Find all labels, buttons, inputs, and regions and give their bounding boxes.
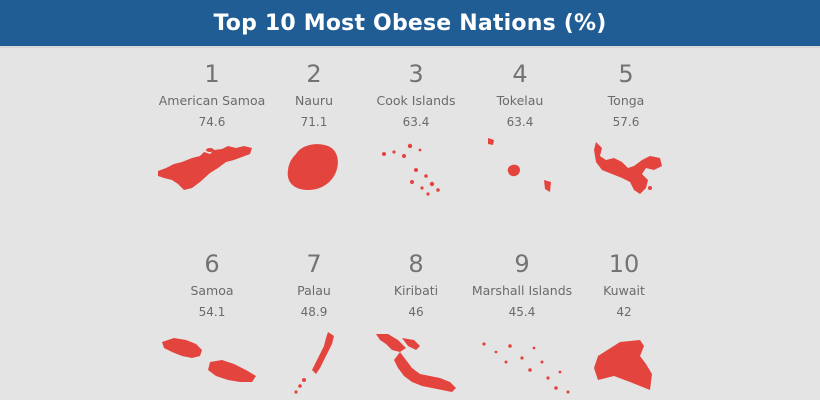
country-entry-2: 2 Nauru 71.1 — [254, 60, 374, 130]
header-divider — [0, 46, 820, 48]
country-entry-1: 1 American Samoa 74.6 — [152, 60, 272, 130]
header-banner: Top 10 Most Obese Nations (%) — [0, 0, 820, 46]
rank-number: 4 — [512, 60, 528, 88]
obesity-value: 48.9 — [300, 305, 328, 319]
country-entry-4: 4 Tokelau 63.4 — [460, 60, 580, 130]
rank-number: 10 — [608, 250, 640, 278]
country-name: Palau — [297, 283, 331, 298]
obesity-value: 63.4 — [506, 115, 534, 129]
samoa-map-icon — [162, 338, 256, 382]
american-samoa-map-icon — [158, 146, 252, 190]
country-name: Nauru — [295, 93, 333, 108]
rank-number: 9 — [514, 250, 530, 278]
tokelau-map-icon — [488, 138, 551, 192]
country-entry-10: 10 Kuwait 42 — [564, 250, 684, 320]
country-entry-7: 7 Palau 48.9 — [254, 250, 374, 320]
nauru-map-icon — [287, 144, 338, 190]
country-name: Tonga — [607, 93, 645, 108]
country-name: Cook Islands — [376, 93, 456, 108]
rank-number: 7 — [306, 250, 322, 278]
country-name: Tokelau — [496, 93, 544, 108]
obesity-value: 46 — [408, 305, 424, 319]
country-name: Samoa — [190, 283, 234, 298]
country-name: Kiribati — [393, 283, 439, 298]
kiribati-map-icon — [376, 334, 456, 392]
tonga-map-icon — [594, 142, 662, 194]
obesity-value: 74.6 — [198, 115, 226, 129]
palau-map-icon — [294, 332, 334, 394]
country-name: Kuwait — [603, 283, 645, 298]
rank-number: 3 — [408, 60, 424, 88]
obesity-value: 71.1 — [300, 115, 328, 129]
obesity-value: 54.1 — [198, 305, 226, 319]
kuwait-map-icon — [594, 340, 652, 390]
country-entry-3: 3 Cook Islands 63.4 — [356, 60, 476, 130]
cook-islands-map-icon — [382, 143, 440, 196]
country-entry-5: 5 Tonga 57.6 — [566, 60, 686, 130]
rank-number: 5 — [618, 60, 634, 88]
obesity-value: 42 — [616, 305, 632, 319]
rank-number: 2 — [306, 60, 322, 88]
country-entry-9: 9 Marshall Islands 45.4 — [462, 250, 582, 320]
rank-number: 6 — [204, 250, 220, 278]
country-entry-6: 6 Samoa 54.1 — [152, 250, 272, 320]
obesity-value: 45.4 — [508, 305, 536, 319]
marshall-islands-map-icon — [482, 342, 570, 394]
obesity-value: 57.6 — [612, 115, 640, 129]
country-name: American Samoa — [158, 93, 266, 108]
country-entry-8: 8 Kiribati 46 — [356, 250, 476, 320]
country-name: Marshall Islands — [471, 283, 573, 298]
rank-number: 8 — [408, 250, 424, 278]
rank-number: 1 — [204, 60, 220, 88]
obesity-value: 63.4 — [402, 115, 430, 129]
chart-title: Top 10 Most Obese Nations (%) — [213, 10, 607, 36]
